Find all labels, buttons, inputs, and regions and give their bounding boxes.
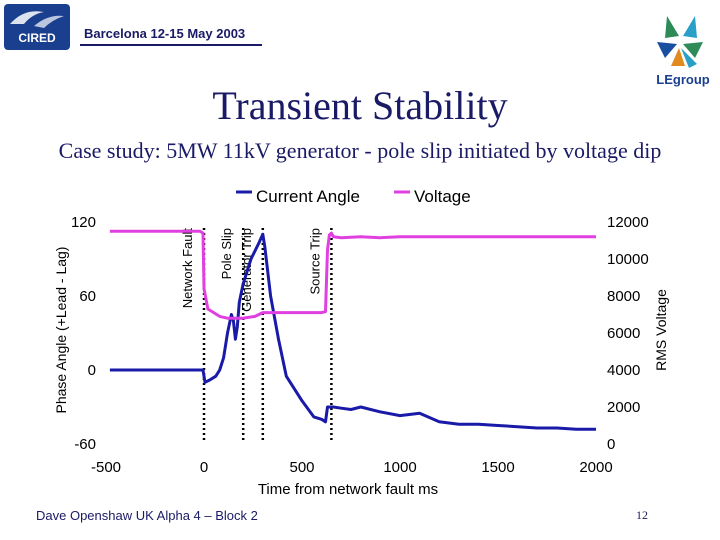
legend-label-current-angle: Current Angle (256, 187, 360, 206)
y-right-tick-label: 12000 (607, 214, 649, 231)
x-tick-label: 1000 (383, 459, 416, 476)
x-tick-label: -500 (91, 459, 121, 476)
event-marker-label: Source Trip (307, 228, 322, 294)
slide-subtitle: Case study: 5MW 11kV generator - pole sl… (58, 138, 662, 163)
page-number: 12 (636, 508, 648, 522)
y-right-tick-label: 8000 (607, 288, 640, 305)
x-axis-label: Time from network fault ms (258, 481, 438, 498)
chart-legend: Current Angle Voltage (236, 187, 471, 206)
y-left-tick-label: 60 (79, 288, 96, 305)
legroup-logo: LEgroup (656, 16, 710, 87)
y-left-tick-label: 0 (88, 362, 96, 379)
series-line-voltage (109, 229, 596, 320)
event-header: Barcelona 12-15 May 2003 (84, 26, 246, 41)
y-right-tick-label: 10000 (607, 251, 649, 268)
y-right-tick-label: 2000 (607, 399, 640, 416)
series-line-current-angle (109, 232, 596, 431)
y-right-tick-label: 6000 (607, 325, 640, 342)
x-tick-label: 1500 (481, 459, 514, 476)
y-axis-right-label: RMS Voltage (653, 289, 669, 371)
event-marker-label: Pole Slip (219, 228, 234, 279)
cired-logo-text: CIRED (18, 31, 56, 45)
header-rule (80, 44, 262, 46)
y-left-tick-label: 120 (71, 214, 96, 231)
footer-author: Dave Openshaw UK Alpha 4 – Block 2 (36, 508, 258, 523)
y-right-tick-label: 4000 (607, 362, 640, 379)
x-tick-label: 500 (289, 459, 314, 476)
cired-logo: CIRED (4, 4, 70, 50)
legroup-logo-text: LEgroup (656, 72, 709, 87)
y-axis-left-label: Phase Angle (+Lead - Lag) (53, 247, 69, 414)
y-left-tick-label: -60 (74, 436, 96, 453)
x-tick-label: 0 (200, 459, 208, 476)
y-right-tick-label: 0 (607, 436, 615, 453)
slide-title: Transient Stability (212, 83, 508, 128)
legend-label-voltage: Voltage (414, 187, 471, 206)
event-marker-label: Network Fault (180, 228, 195, 309)
x-tick-label: 2000 (579, 459, 612, 476)
